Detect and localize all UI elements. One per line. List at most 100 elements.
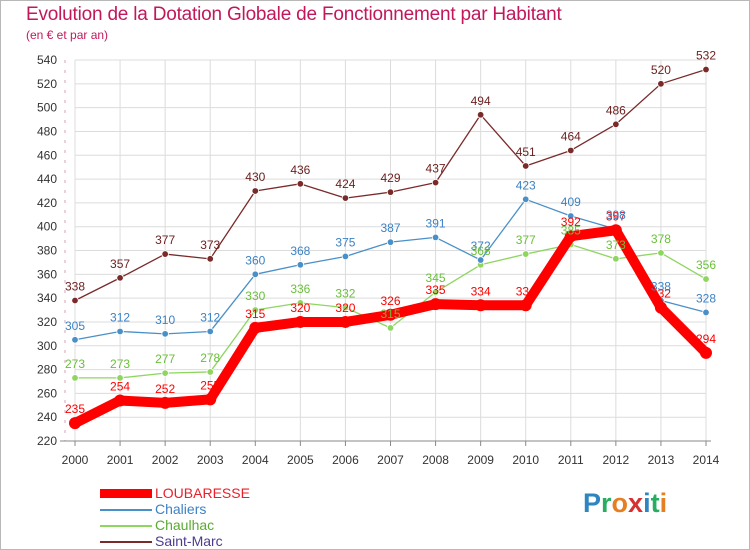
data-label-chaliers: 312 bbox=[200, 310, 220, 324]
data-label-chaliers: 310 bbox=[155, 313, 175, 327]
x-tick-label: 2006 bbox=[332, 453, 359, 467]
legend-swatch bbox=[100, 541, 152, 543]
data-label-chaulhac: 277 bbox=[155, 352, 175, 366]
x-tick-label: 2012 bbox=[603, 453, 630, 467]
data-point-chaliers bbox=[206, 327, 214, 336]
data-point-chaulhac bbox=[206, 368, 214, 376]
data-label-chaliers: 372 bbox=[471, 239, 491, 253]
data-label-chaliers: 328 bbox=[696, 291, 716, 305]
data-label-saint-marc: 373 bbox=[200, 238, 220, 252]
data-label-chaulhac: 377 bbox=[516, 233, 536, 247]
data-label-chaulhac: 315 bbox=[380, 307, 400, 321]
data-point-loubaresse bbox=[654, 301, 667, 314]
y-tick-label: 260 bbox=[37, 386, 57, 400]
y-tick-label: 500 bbox=[37, 101, 57, 115]
data-point-saint-marc bbox=[476, 111, 485, 119]
data-label-chaulhac: 273 bbox=[65, 357, 85, 371]
data-label-chaulhac: 332 bbox=[335, 287, 355, 301]
data-label-chaliers: 338 bbox=[651, 280, 671, 294]
x-tick-label: 2000 bbox=[62, 453, 89, 467]
legend-swatch bbox=[100, 509, 152, 511]
data-point-saint-marc bbox=[161, 250, 169, 258]
logo-letter: P bbox=[583, 488, 602, 518]
data-point-loubaresse bbox=[429, 298, 442, 311]
legend-label: Saint-Marc bbox=[155, 533, 223, 549]
data-label-chaulhac: 330 bbox=[245, 289, 265, 303]
data-point-saint-marc bbox=[71, 296, 79, 305]
data-point-saint-marc bbox=[612, 120, 620, 128]
data-point-loubaresse bbox=[474, 299, 487, 312]
series-lines bbox=[69, 65, 712, 430]
data-point-saint-marc bbox=[567, 146, 575, 155]
data-label-loubaresse: 320 bbox=[290, 301, 310, 315]
data-label-saint-marc: 532 bbox=[696, 49, 716, 63]
data-point-loubaresse bbox=[384, 308, 397, 321]
data-label-chaulhac: 368 bbox=[471, 244, 491, 258]
data-label-loubaresse: 334 bbox=[516, 284, 536, 298]
axes: 220 240 260 280 300 320 340 360 380 400 420 440 460 4… bbox=[37, 53, 720, 467]
y-tick-label: 220 bbox=[37, 434, 57, 448]
data-label-chaliers: 368 bbox=[290, 244, 310, 258]
data-label-chaulhac: 378 bbox=[651, 232, 671, 246]
data-label-chaliers: 391 bbox=[426, 216, 446, 230]
data-label-loubaresse: 335 bbox=[426, 283, 446, 297]
y-tick-label: 480 bbox=[37, 124, 57, 138]
data-point-chaulhac bbox=[386, 324, 395, 332]
data-label-chaliers: 312 bbox=[110, 310, 130, 324]
data-label-chaulhac: 336 bbox=[290, 282, 310, 296]
legend-label: LOUBARESSE bbox=[155, 485, 250, 501]
legend-swatch bbox=[100, 525, 152, 527]
data-label-loubaresse: 294 bbox=[696, 332, 716, 346]
data-label-chaliers: 387 bbox=[380, 221, 400, 235]
proxiti-logo: Proxiti bbox=[583, 488, 667, 519]
data-label-loubaresse: 235 bbox=[65, 402, 85, 416]
x-tick-label: 2005 bbox=[287, 453, 314, 467]
data-point-loubaresse bbox=[519, 299, 532, 312]
legend-label: Chaulhac bbox=[155, 517, 215, 533]
data-point-loubaresse bbox=[294, 315, 307, 328]
data-point-loubaresse bbox=[114, 394, 127, 407]
data-point-loubaresse bbox=[159, 396, 172, 409]
y-tick-label: 360 bbox=[37, 267, 57, 281]
x-tick-label: 2003 bbox=[197, 453, 224, 467]
data-point-chaulhac bbox=[702, 275, 710, 283]
data-label-saint-marc: 357 bbox=[110, 257, 130, 271]
x-tick-label: 2004 bbox=[242, 453, 269, 467]
x-tick-label: 2007 bbox=[377, 453, 404, 467]
data-point-saint-marc bbox=[702, 65, 710, 74]
logo-letter: t bbox=[650, 488, 660, 518]
grid-lines bbox=[74, 59, 707, 442]
y-tick-label: 540 bbox=[37, 53, 57, 67]
data-label-loubaresse: 332 bbox=[651, 287, 671, 301]
data-point-saint-marc bbox=[206, 255, 214, 263]
data-point-saint-marc bbox=[386, 188, 395, 196]
chart-subtitle: (en € et par an) bbox=[26, 28, 109, 42]
data-point-chaulhac bbox=[161, 369, 169, 377]
data-point-loubaresse bbox=[700, 346, 712, 359]
y-tick-label: 320 bbox=[37, 315, 57, 329]
data-label-chaliers: 360 bbox=[245, 253, 265, 267]
data-label-saint-marc: 520 bbox=[651, 63, 671, 77]
data-point-chaliers bbox=[567, 212, 575, 220]
data-label-loubaresse: 392 bbox=[561, 215, 581, 229]
data-point-chaliers bbox=[522, 195, 530, 204]
data-label-chaulhac: 356 bbox=[696, 258, 716, 272]
data-label-chaliers: 423 bbox=[516, 178, 536, 192]
data-point-chaulhac bbox=[71, 374, 79, 382]
chart-title: Evolution de la Dotation Globale de Fonc… bbox=[26, 4, 562, 25]
data-label-chaliers: 398 bbox=[606, 208, 626, 222]
data-label-chaliers: 375 bbox=[335, 235, 355, 249]
y-tick-label: 420 bbox=[37, 196, 57, 210]
x-tick-label: 2002 bbox=[152, 453, 179, 467]
y-tick-label: 400 bbox=[37, 220, 57, 234]
data-point-chaliers bbox=[386, 238, 395, 246]
data-point-saint-marc bbox=[341, 194, 350, 202]
x-tick-label: 2011 bbox=[558, 453, 584, 467]
data-point-chaulhac bbox=[341, 303, 350, 312]
data-label-loubaresse: 326 bbox=[380, 294, 400, 308]
y-tick-label: 440 bbox=[37, 172, 57, 186]
data-point-chaliers bbox=[161, 330, 169, 338]
data-point-chaliers bbox=[251, 270, 259, 279]
data-label-chaliers: 409 bbox=[561, 195, 581, 209]
